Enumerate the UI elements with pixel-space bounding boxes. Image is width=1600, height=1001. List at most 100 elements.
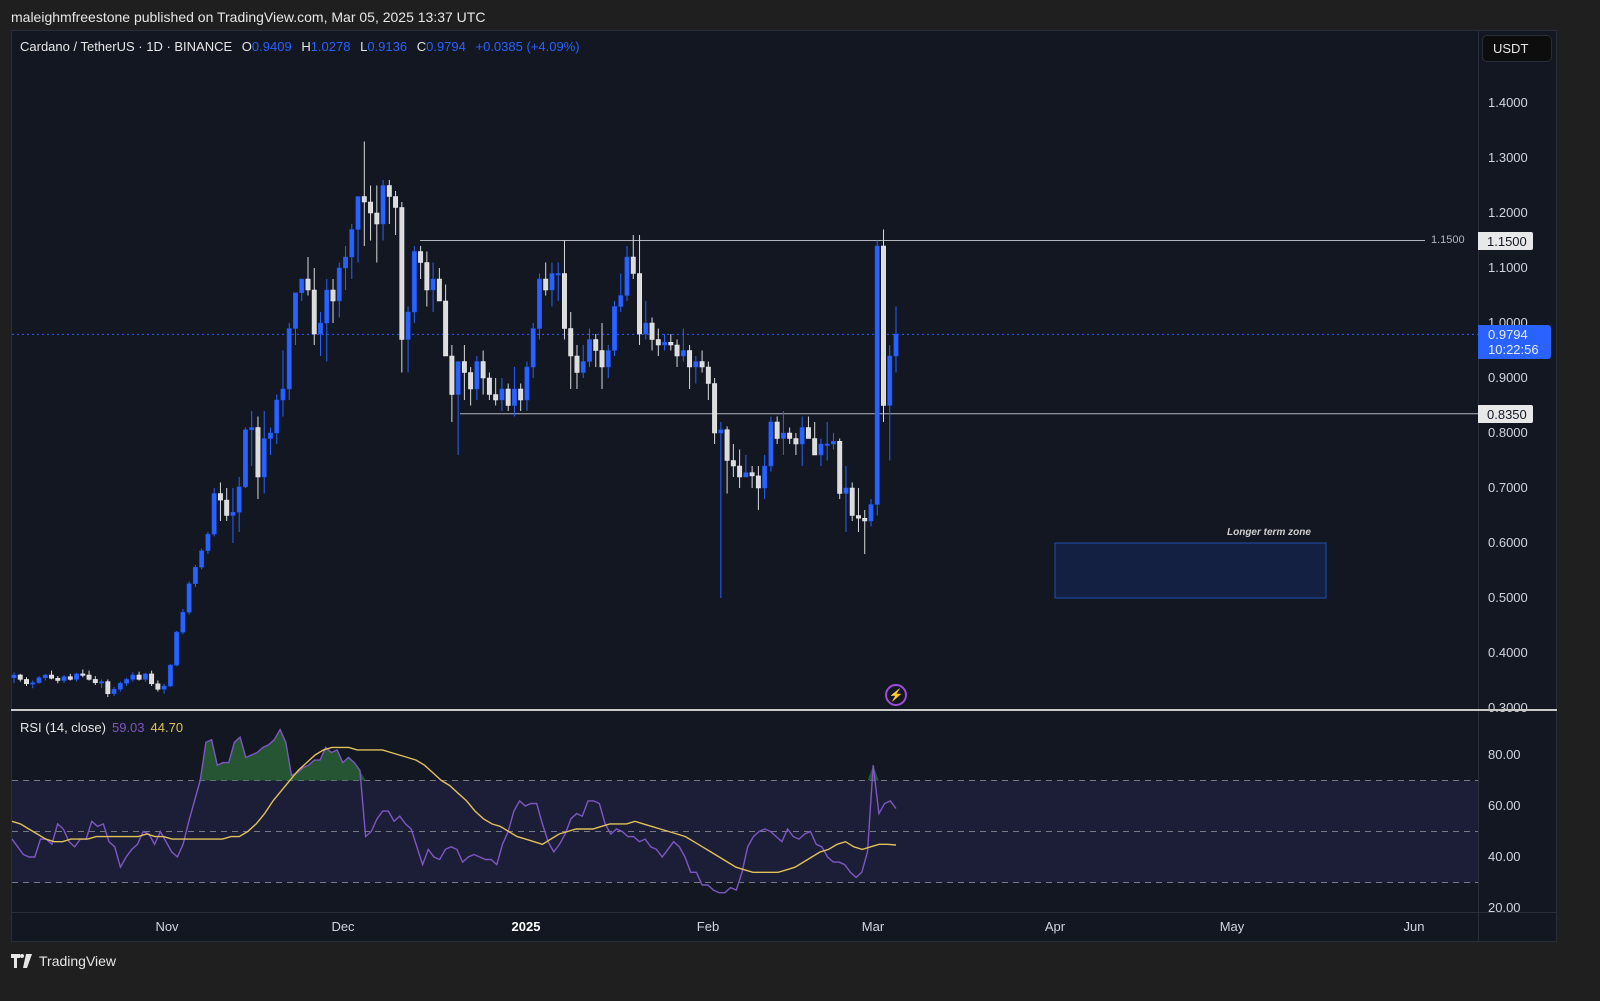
candle-body: [874, 245, 880, 505]
candle-body: [142, 673, 148, 680]
candle-body: [799, 427, 805, 445]
candle-body: [493, 394, 499, 401]
pane-divider[interactable]: [11, 709, 1557, 711]
candle-body: [80, 673, 86, 676]
candle-body: [92, 679, 98, 683]
candle-body: [774, 421, 780, 439]
candle-body: [136, 674, 142, 680]
candle-body: [74, 673, 80, 680]
candle-body: [480, 361, 486, 379]
candle-body: [261, 438, 267, 478]
candle-body: [668, 342, 674, 346]
candle-body: [568, 328, 574, 357]
candle-body: [205, 533, 211, 551]
price-axis-divider: [1478, 30, 1479, 942]
candle-body: [849, 487, 855, 516]
candle-body: [812, 438, 818, 456]
candle-body: [893, 333, 899, 357]
time-tick: Mar: [861, 919, 885, 934]
candle-body: [505, 388, 511, 406]
candle-body: [468, 372, 474, 390]
candle-body: [805, 427, 811, 439]
price-tick: 1.1000: [1488, 260, 1528, 275]
candle-body: [630, 256, 636, 274]
rsi-tick: 80.00: [1488, 747, 1521, 762]
candle-body: [687, 350, 693, 368]
candle-body: [837, 441, 843, 494]
candle-body: [61, 676, 67, 681]
candle-body: [780, 432, 786, 439]
candle-body: [293, 292, 298, 329]
candle-body: [599, 350, 605, 368]
candle-body: [130, 674, 136, 680]
candle-body: [286, 328, 292, 390]
candle-body: [743, 472, 749, 478]
candle-body: [380, 185, 386, 225]
candle-body: [24, 679, 29, 685]
candle-body: [280, 388, 286, 401]
candle-body: [99, 681, 105, 684]
low-label: L: [360, 39, 368, 54]
rsi-tick: 40.00: [1488, 849, 1521, 864]
currency-button[interactable]: USDT: [1482, 35, 1552, 62]
price-tick: 0.9000: [1488, 370, 1528, 385]
candle-body: [217, 493, 223, 501]
candle-body: [436, 278, 442, 302]
symbol-name[interactable]: Cardano / TetherUS · 1D · BINANCE: [20, 39, 233, 54]
price-tick: 0.8000: [1488, 425, 1528, 440]
support-price-label: 0.8350: [1478, 405, 1533, 423]
candle-body: [305, 278, 311, 291]
candle-body: [499, 388, 505, 401]
longer-term-zone: [1054, 542, 1327, 599]
candle-body: [192, 566, 198, 584]
candle-body: [17, 674, 23, 680]
candle-body: [699, 361, 705, 368]
lightning-icon[interactable]: ⚡: [885, 684, 907, 706]
tradingview-logo[interactable]: TradingView: [11, 953, 116, 969]
candle-body: [643, 322, 649, 335]
candle-body: [42, 674, 48, 678]
candle-body: [430, 278, 436, 291]
candle-body: [355, 196, 361, 230]
candle-body: [518, 388, 524, 401]
price-tick: 1.3000: [1488, 150, 1528, 165]
candle-body: [587, 339, 592, 362]
candle-body: [224, 499, 230, 516]
candle-body: [793, 438, 799, 445]
candle-body: [167, 664, 173, 687]
current-price: 0.9794: [1488, 327, 1528, 342]
price-tick: 1.4000: [1488, 95, 1528, 110]
candle-body: [255, 427, 261, 478]
candle-body: [718, 429, 724, 434]
candle-body: [374, 212, 380, 225]
candle-body: [593, 339, 599, 351]
current-price-label: 0.9794 10:22:56: [1478, 325, 1551, 359]
candle-body: [737, 465, 743, 478]
candle-body: [724, 429, 730, 461]
high-value: 1.0278: [310, 39, 351, 54]
candle-body: [787, 432, 793, 439]
candle-body: [174, 631, 180, 666]
rsi-line: [11, 727, 897, 894]
candle-body: [180, 612, 186, 633]
candle-body: [149, 673, 155, 685]
candle-body: [543, 278, 549, 291]
candle-body: [655, 339, 661, 346]
candle-body: [843, 487, 849, 494]
candle-body: [199, 550, 205, 568]
price-tick: 0.6000: [1488, 535, 1528, 550]
candle-body: [67, 676, 73, 680]
rsi-title[interactable]: RSI (14, close): [20, 720, 106, 735]
candle-body: [111, 689, 117, 694]
candle-body: [318, 322, 323, 335]
candle-body: [55, 678, 61, 681]
candle-body: [562, 273, 567, 329]
time-tick: Apr: [1044, 919, 1066, 934]
candle-body: [730, 460, 736, 467]
candle-body: [311, 289, 317, 335]
longer-term-zone-label: Longer term zone: [1227, 527, 1311, 538]
candle-body: [336, 267, 342, 302]
candle-body: [124, 679, 130, 684]
candle-body: [524, 366, 530, 401]
